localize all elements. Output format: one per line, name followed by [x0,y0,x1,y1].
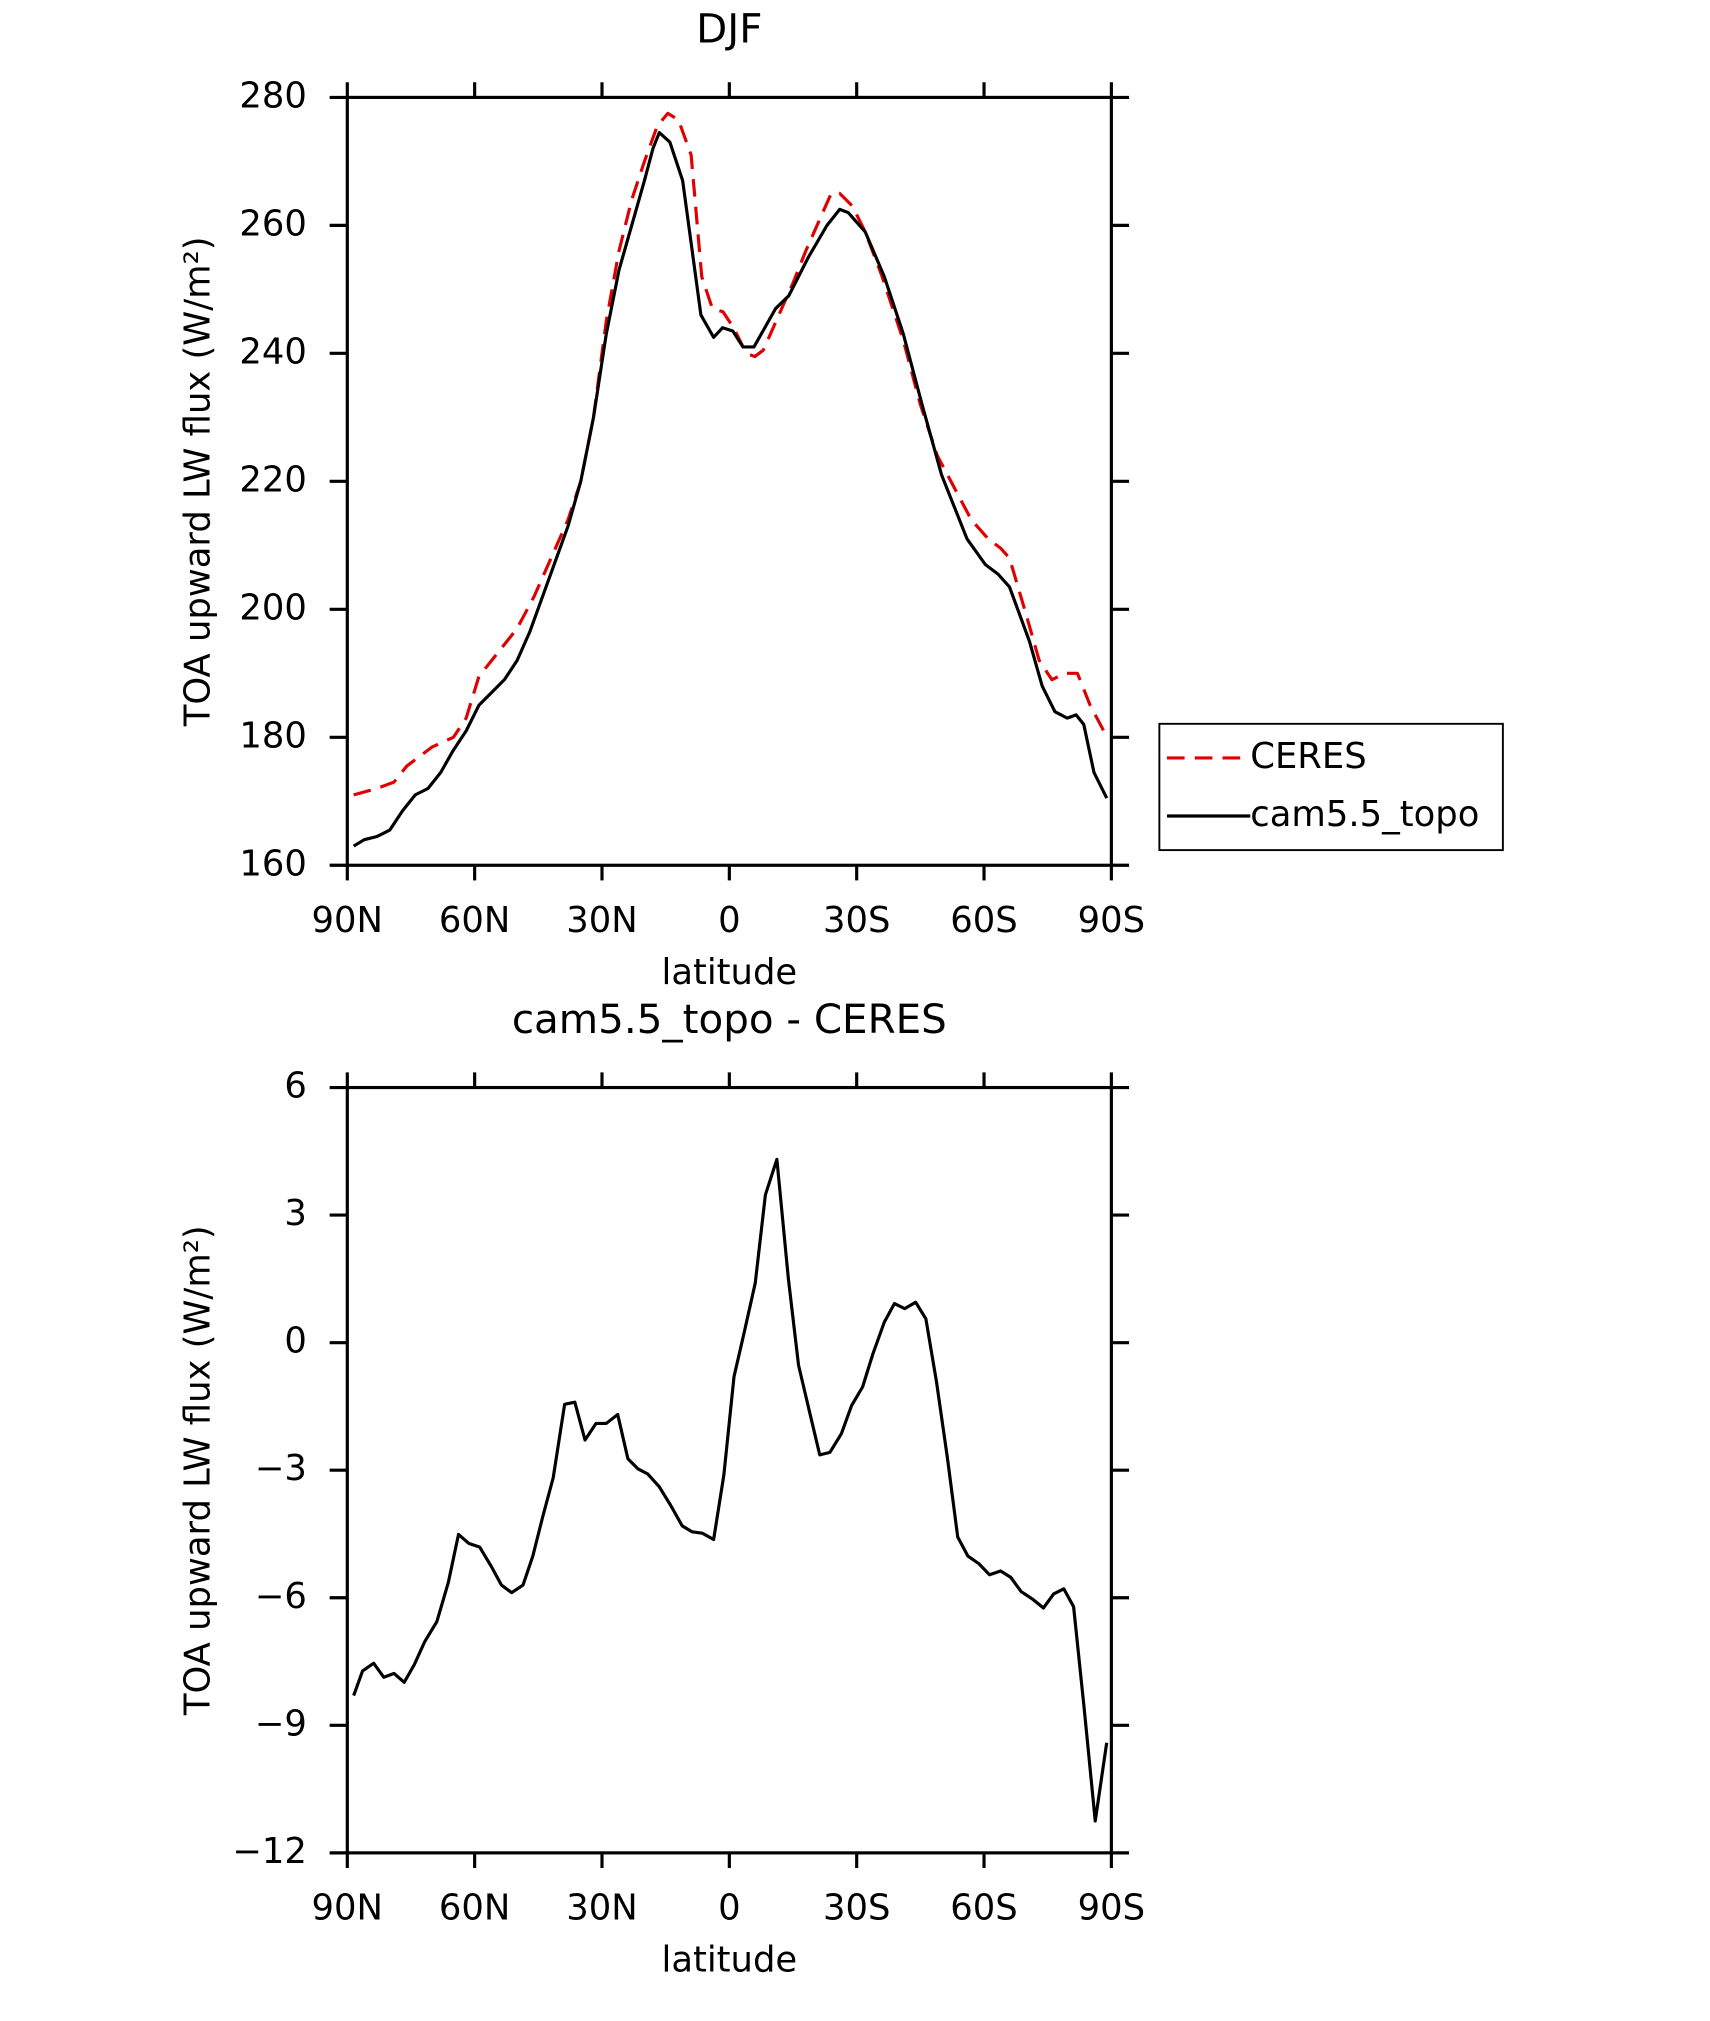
x-tick-label: 60S [950,900,1017,941]
y-axis-label: TOA upward LW flux (W/m²) [178,236,219,727]
x-tick-label: 60N [439,1888,510,1929]
x-tick-label: 90N [312,900,383,941]
y-tick-label: 180 [239,715,306,756]
x-tick-label: 90S [1078,900,1145,941]
y-axis-label: TOA upward LW flux (W/m²) [178,1225,219,1716]
x-tick-label: 0 [718,900,741,941]
chart-title: cam5.5_topo - CERES [512,995,947,1043]
y-tick-label: 260 [239,203,306,244]
x-tick-label: 90N [312,1888,383,1929]
y-tick-label: 3 [284,1193,307,1234]
legend-label: CERES [1250,736,1366,777]
x-tick-label: 0 [718,1888,741,1929]
x-tick-label: 90S [1078,1888,1145,1929]
x-tick-label: 60S [950,1888,1017,1929]
data-line [352,131,1109,848]
y-tick-label: −9 [255,1703,307,1744]
chart-title: DJF [696,5,762,53]
x-tick-label: 30N [566,900,637,941]
x-tick-label: 60N [439,900,510,941]
data-line [353,111,1109,797]
plot-frame [345,1085,1113,1855]
legend-box [1158,722,1504,852]
y-tick-label: −6 [255,1576,307,1617]
legend-label: cam5.5_topo [1250,794,1479,835]
y-tick-label: 200 [239,587,306,628]
plot-frame [345,95,1113,867]
x-axis-label: latitude [662,952,798,993]
y-tick-label: 160 [239,843,306,884]
y-tick-label: 240 [239,331,306,372]
x-tick-label: 30N [566,1888,637,1929]
x-tick-label: 30S [823,1888,890,1929]
y-tick-label: 6 [284,1066,307,1107]
y-tick-label: 280 [239,75,306,116]
y-tick-label: 0 [284,1321,307,1362]
y-tick-label: −12 [232,1831,307,1872]
y-tick-label: −3 [255,1448,307,1489]
data-line [352,1157,1109,1823]
x-tick-label: 30S [823,900,890,941]
y-tick-label: 220 [239,459,306,500]
x-axis-label: latitude [662,1939,798,1980]
